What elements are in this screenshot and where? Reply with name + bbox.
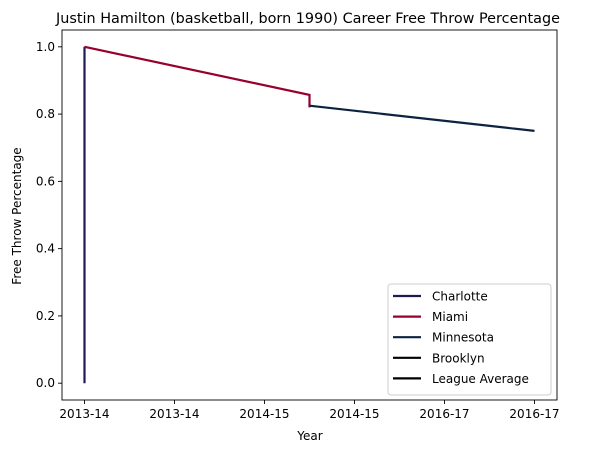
legend-box xyxy=(387,283,552,396)
legend: Charlotte Miami Minnesota Brooklyn League Av… xyxy=(387,283,552,396)
y-tick-label: 0.2 xyxy=(36,309,55,323)
x-axis: 2013-14 2013-14 2014-15 2014-15 2016-17 2016-… xyxy=(59,400,560,421)
y-tick-label: 0.0 xyxy=(36,376,55,390)
legend-label: League Average xyxy=(432,372,529,386)
y-axis: 0.0 0.2 0.4 0.6 0.8 1.0 xyxy=(36,40,62,390)
x-tick-label: 2016-17 xyxy=(419,407,469,421)
x-tick-label: 2016-17 xyxy=(509,407,559,421)
y-tick-label: 0.6 xyxy=(36,174,55,188)
x-tick-label: 2014-15 xyxy=(239,407,289,421)
y-tick-label: 1.0 xyxy=(36,40,55,54)
legend-label: Brooklyn xyxy=(432,351,485,365)
y-tick-label: 0.8 xyxy=(36,107,55,121)
x-axis-label: Year xyxy=(296,429,322,443)
x-tick-label: 2013-14 xyxy=(59,407,109,421)
series-line-minnesota xyxy=(309,104,535,132)
plot-frame xyxy=(61,29,558,401)
plot-area xyxy=(61,29,558,401)
y-tick-label: 0.4 xyxy=(36,242,55,256)
legend-label: Charlotte xyxy=(432,290,488,304)
y-axis-label: Free Throw Percentage xyxy=(10,147,24,284)
legend-label: Minnesota xyxy=(432,331,494,345)
series-line-miami xyxy=(84,45,311,108)
x-tick-label: 2013-14 xyxy=(149,407,199,421)
chart-title: Justin Hamilton (basketball, born 1990) … xyxy=(55,11,560,27)
legend-label: Miami xyxy=(432,310,468,324)
x-tick-label: 2014-15 xyxy=(329,407,379,421)
